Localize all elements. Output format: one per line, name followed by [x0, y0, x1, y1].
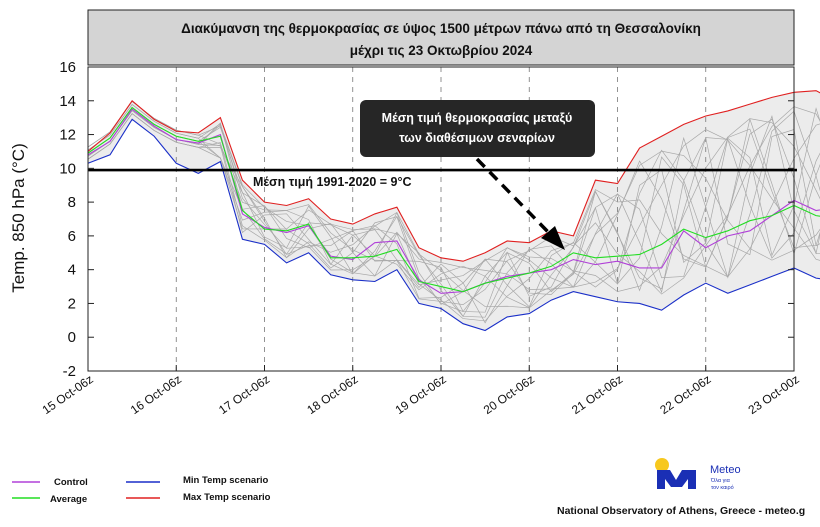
sun-icon — [655, 458, 669, 472]
chart-title-line2: μέχρι τις 23 Οκτωβρίου 2024 — [350, 43, 533, 58]
y-tick-label: 0 — [68, 329, 76, 346]
x-tick-label: 17 Oct-06z — [216, 372, 272, 417]
y-tick-label: 6 — [68, 228, 76, 245]
legend-label-min: Min Temp scenario — [183, 475, 269, 486]
series-layer — [87, 90, 820, 332]
footer-credit: National Observatory of Athens, Greece -… — [557, 505, 805, 517]
annotation-box — [360, 100, 595, 157]
y-tick-label: 10 — [59, 160, 76, 177]
y-tick-label: 12 — [59, 127, 76, 144]
series-line-min — [87, 118, 820, 332]
annotation-line2: των διαθέσιμων σεναρίων — [399, 131, 555, 145]
x-axis: 15 Oct-06z 16 Oct-06z 17 Oct-06z 18 Oct-06z… — [40, 365, 802, 417]
ensemble-member-line — [87, 103, 820, 290]
logo-tagline-1: Όλα για — [710, 478, 731, 484]
x-tick-label: 19 Oct-06z — [393, 372, 449, 417]
series-line-max — [87, 90, 820, 262]
y-tick-label: -2 — [63, 363, 76, 380]
ensemble-member-line — [87, 107, 820, 322]
members-layer — [87, 100, 820, 324]
x-tick-label: 23 Oct-00z — [746, 372, 802, 417]
x-tick-label: 16 Oct-06z — [128, 372, 184, 417]
x-tick-label: 21 Oct-06z — [569, 372, 625, 417]
ensemble-member-line — [87, 110, 820, 309]
y-axis-label: Temp. 850 hPa (°C) — [9, 143, 28, 292]
y-axis: -2 0 2 4 6 8 10 12 14 16 — [59, 59, 794, 380]
legend-label-control: Control — [54, 477, 88, 488]
meteo-m-icon — [657, 470, 696, 489]
legend: Control Average Min Temp scenario Max Te… — [12, 475, 271, 505]
ensemble-member-line — [87, 103, 820, 313]
series-line-average — [87, 106, 820, 293]
legend-label-max: Max Temp scenario — [183, 492, 271, 503]
spread-layer — [88, 90, 820, 331]
y-tick-label: 4 — [68, 262, 76, 279]
ensemble-spread-band — [88, 90, 820, 331]
meteo-logo: Meteo Όλα για τον καιρό — [655, 458, 741, 491]
logo-tagline-2: τον καιρό — [711, 484, 734, 491]
ensemble-member-line — [87, 110, 820, 293]
legend-label-average: Average — [50, 494, 87, 505]
y-tick-label: 2 — [68, 295, 76, 312]
annotation-arrowhead — [541, 226, 565, 250]
x-tick-label: 18 Oct-06z — [304, 372, 360, 417]
x-tick-label: 22 Oct-06z — [657, 372, 713, 417]
y-tick-label: 8 — [68, 194, 76, 211]
title-box — [87, 9, 795, 66]
logo-name: Meteo — [710, 464, 741, 476]
chart-title-line1: Διακύμανση της θερμοκρασίας σε ύψος 1500… — [181, 21, 701, 36]
annotation-line1: Μέση τιμή θερμοκρασίας μεταξύ — [382, 111, 573, 125]
x-tick-label: 20 Oct-06z — [481, 372, 537, 417]
ensemble-member-line — [87, 110, 820, 318]
climatology-label: Μέση τιμή 1991-2020 = 9°C — [253, 175, 412, 189]
y-tick-label: 16 — [59, 59, 76, 76]
y-tick-label: 14 — [59, 93, 76, 110]
ensemble-member-line — [87, 110, 820, 324]
